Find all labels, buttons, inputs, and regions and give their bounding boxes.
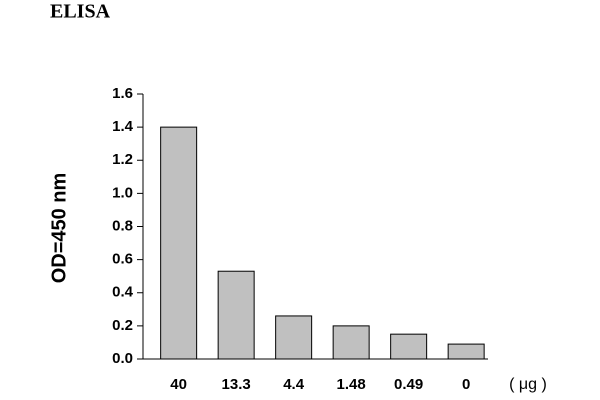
y-tick-label: 0.0 xyxy=(112,350,133,367)
bar xyxy=(275,315,313,360)
y-tick-label: 1.2 xyxy=(112,151,133,168)
bar xyxy=(447,343,485,360)
x-tick-label: 1.48 xyxy=(337,376,366,393)
y-tick-label: 1.4 xyxy=(112,118,134,135)
chart-title: ELISA xyxy=(50,1,111,23)
y-tick-label: 0.6 xyxy=(112,251,133,268)
y-axis-label: OD=450 nm xyxy=(48,173,70,284)
bar xyxy=(390,333,428,360)
bar xyxy=(160,126,198,360)
x-tick-label: 0.49 xyxy=(394,376,423,393)
x-tick-label: 40 xyxy=(170,376,187,393)
y-tick-label: 1.6 xyxy=(112,85,133,102)
y-tick-label: 1.0 xyxy=(112,184,133,201)
y-tick-label: 0.2 xyxy=(112,317,133,334)
x-axis-label: ( μg ) xyxy=(509,376,547,393)
x-tick-label: 4.4 xyxy=(283,376,305,393)
y-tick-label: 0.8 xyxy=(112,217,133,234)
bar xyxy=(332,325,370,360)
x-tick-label: 13.3 xyxy=(222,376,251,393)
bar xyxy=(217,270,255,360)
y-tick-label: 0.4 xyxy=(112,284,134,301)
x-tick-label: 0 xyxy=(462,376,470,393)
